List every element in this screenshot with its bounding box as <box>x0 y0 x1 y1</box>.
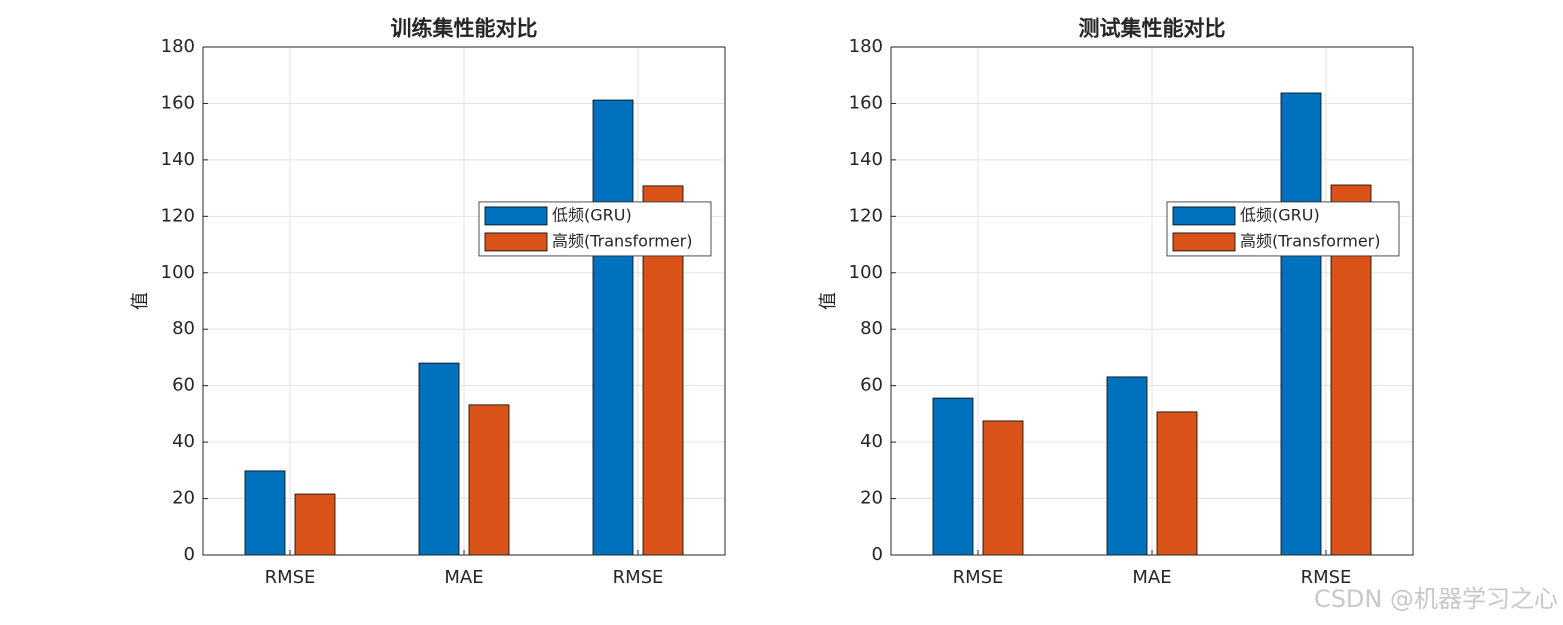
y-tick-label: 100 <box>161 262 195 283</box>
y-tick-label: 0 <box>872 544 883 565</box>
y-tick-label: 120 <box>161 205 195 226</box>
bar <box>468 404 510 556</box>
legend-swatch <box>484 206 548 226</box>
x-tick-label: MAE <box>444 567 483 588</box>
legend-label: 低频(GRU) <box>1240 205 1320 224</box>
y-axis-label: 值 <box>130 292 151 310</box>
bar <box>294 493 336 556</box>
y-tick-label: 0 <box>184 544 195 565</box>
y-tick-label: 40 <box>172 431 195 452</box>
bar <box>1106 376 1148 556</box>
legend-label: 低频(GRU) <box>552 205 632 224</box>
legend-label: 高频(Transformer) <box>1240 231 1381 250</box>
y-tick-label: 20 <box>860 488 883 509</box>
bar <box>982 420 1024 556</box>
bar <box>418 362 460 556</box>
bar <box>244 470 286 556</box>
axes-box <box>202 46 726 556</box>
bar <box>932 397 974 556</box>
legend-label: 高频(Transformer) <box>552 231 693 250</box>
x-tick-label: RMSE <box>613 567 664 588</box>
y-tick-label: 160 <box>849 92 883 113</box>
x-tick-label: MAE <box>1132 567 1171 588</box>
y-tick-label: 20 <box>172 488 195 509</box>
bar <box>1280 92 1322 556</box>
y-tick-label: 180 <box>849 36 883 57</box>
chart-title: 训练集性能对比 <box>391 16 538 41</box>
y-tick-label: 60 <box>172 375 195 396</box>
x-tick-label: RMSE <box>1301 567 1352 588</box>
x-tick-label: RMSE <box>265 567 316 588</box>
legend-swatch <box>1172 206 1236 226</box>
y-tick-label: 140 <box>849 149 883 170</box>
y-tick-label: 80 <box>172 318 195 339</box>
legend-swatch <box>1172 232 1236 252</box>
y-tick-label: 120 <box>849 205 883 226</box>
y-tick-label: 140 <box>161 149 195 170</box>
x-tick-label: RMSE <box>953 567 1004 588</box>
chart-title: 测试集性能对比 <box>1079 16 1226 41</box>
y-tick-label: 80 <box>860 318 883 339</box>
y-tick-label: 40 <box>860 431 883 452</box>
y-tick-label: 60 <box>860 375 883 396</box>
bar <box>1156 411 1198 556</box>
y-tick-label: 100 <box>849 262 883 283</box>
y-tick-label: 180 <box>161 36 195 57</box>
axes-box <box>890 46 1414 556</box>
y-tick-label: 160 <box>161 92 195 113</box>
y-axis-label: 值 <box>818 292 839 310</box>
bar <box>592 99 634 556</box>
legend-swatch <box>484 232 548 252</box>
watermark: CSDN @机器学习之心 <box>1314 585 1558 613</box>
